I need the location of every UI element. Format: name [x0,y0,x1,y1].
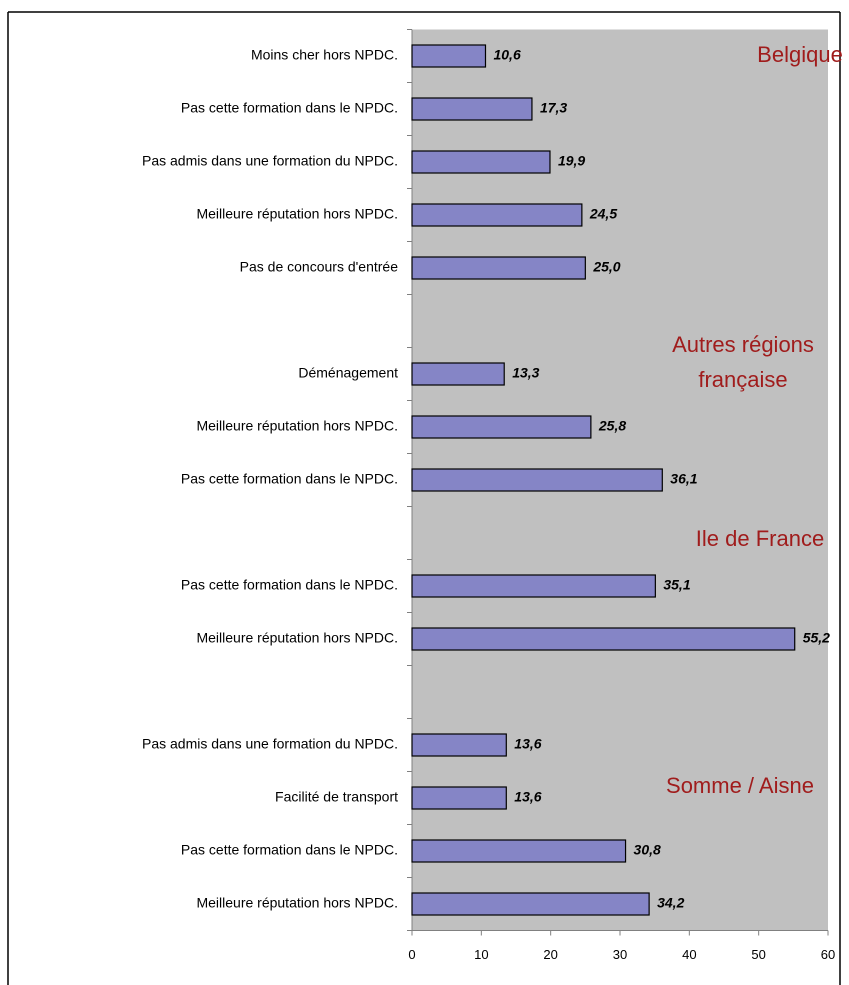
y-tick-label: Pas de concours d'entrée [240,259,399,275]
data-label: 35,1 [663,577,690,593]
bar [411,256,586,280]
y-tick-label: Pas admis dans une formation du NPDC. [142,736,398,752]
bar [411,786,507,810]
data-label: 13,3 [512,365,539,381]
bar [411,415,592,439]
group-label: Belgique [757,42,843,67]
data-label: 10,6 [493,47,520,63]
y-tick-label: Meilleure réputation hors NPDC. [196,418,398,434]
data-label: 55,2 [803,630,830,646]
data-label: 34,2 [657,895,684,911]
y-tick-label: Déménagement [298,365,398,381]
data-label: 17,3 [540,100,567,116]
y-tick-label: Pas cette formation dans le NPDC. [181,842,398,858]
bar [411,44,487,68]
bar [411,892,650,916]
data-label: 13,6 [514,736,541,752]
y-tick-label: Meilleure réputation hors NPDC. [196,630,398,646]
data-label: 13,6 [514,789,541,805]
x-tick-label: 50 [751,947,765,962]
x-tick-label: 30 [613,947,627,962]
data-label: 24,5 [589,206,617,222]
y-tick-label: Meilleure réputation hors NPDC. [196,895,398,911]
group-label: française [698,367,787,392]
data-label: 25,0 [592,259,620,275]
x-tick-label: 20 [543,947,557,962]
bar [411,733,507,757]
data-label: 25,8 [598,418,626,434]
x-tick-label: 60 [821,947,835,962]
bar [411,203,583,227]
group-label: Somme / Aisne [666,773,814,798]
data-label: 36,1 [670,471,697,487]
y-tick-label: Pas cette formation dans le NPDC. [181,100,398,116]
data-label: 19,9 [558,153,585,169]
x-tick-label: 10 [474,947,488,962]
bar [411,574,656,598]
bar [411,150,551,174]
data-label: 30,8 [634,842,661,858]
y-tick-label: Meilleure réputation hors NPDC. [196,206,398,222]
bar [411,97,533,121]
bar [411,839,627,863]
y-tick-label: Pas cette formation dans le NPDC. [181,577,398,593]
y-tick-label: Pas cette formation dans le NPDC. [181,471,398,487]
x-tick-label: 0 [408,947,415,962]
x-tick-label: 40 [682,947,696,962]
y-tick-label: Facilité de transport [275,789,398,805]
group-label: Autres régions [672,332,814,357]
bar [411,468,663,492]
y-tick-label: Moins cher hors NPDC. [251,47,398,63]
bar [411,627,796,651]
y-tick-label: Pas admis dans une formation du NPDC. [142,153,398,169]
group-label: Ile de France [696,526,824,551]
bar [411,362,505,386]
